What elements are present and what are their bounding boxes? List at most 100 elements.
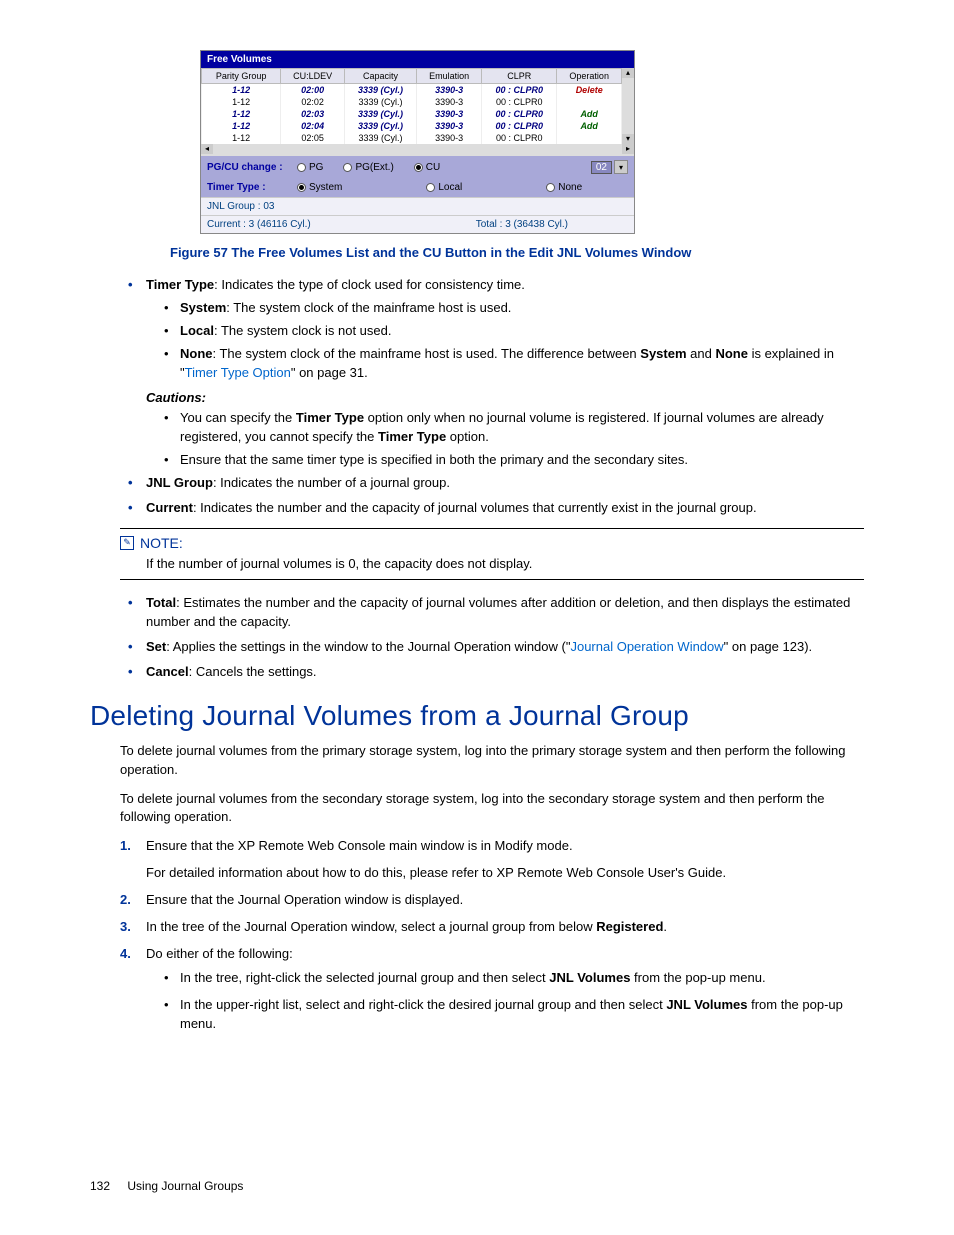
item-jnl-group: JNL Group: Indicates the number of a jou… [128, 474, 864, 493]
item-set: Set: Applies the settings in the window … [128, 638, 864, 657]
radio-option[interactable]: CU [414, 162, 440, 173]
window-frame: Free Volumes Parity Group CU:LDEV Capaci… [200, 50, 635, 234]
item-current: Current: Indicates the number and the ca… [128, 499, 864, 518]
step-4: Do either of the following: In the tree,… [120, 945, 864, 1034]
para-secondary: To delete journal volumes from the secon… [120, 790, 864, 828]
scroll-left-icon[interactable]: ◂ [201, 144, 213, 154]
figure-free-volumes: Free Volumes Parity Group CU:LDEV Capaci… [200, 50, 864, 234]
text-timer-type: : Indicates the type of clock used for c… [214, 277, 525, 292]
radio-option[interactable]: Local [426, 182, 462, 193]
scroll-right-icon[interactable]: ▸ [622, 144, 634, 154]
radio-icon[interactable] [546, 183, 555, 192]
radio-option[interactable]: None [546, 182, 582, 193]
caut1-c: option. [446, 429, 489, 444]
table-row[interactable]: 1-1202:023339 (Cyl.)3390-300 : CLPR0 [202, 96, 622, 108]
radio-icon[interactable] [297, 163, 306, 172]
text-jnlg: : Indicates the number of a journal grou… [213, 475, 450, 490]
note-text: If the number of journal volumes is 0, t… [146, 555, 864, 574]
steps-list: Ensure that the XP Remote Web Console ma… [120, 837, 864, 1034]
table-row[interactable]: 1-1202:033339 (Cyl.)3390-300 : CLPR0Add [202, 108, 622, 120]
cu-value-box[interactable]: 02 [591, 161, 612, 174]
radio-label: System [309, 182, 342, 193]
label-total: Total [146, 595, 176, 610]
s4b1: In the upper-right list, select and righ… [180, 997, 666, 1012]
text-none-a: : The system clock of the mainframe host… [213, 346, 641, 361]
s4a1: In the tree, right-click the selected jo… [180, 970, 549, 985]
scroll-down-icon[interactable]: ▾ [622, 134, 634, 144]
total-status: Total : 3 (36438 Cyl.) [476, 219, 568, 230]
caut1-tt2: Timer Type [378, 429, 446, 444]
step-2: Ensure that the Journal Operation window… [120, 891, 864, 910]
step-1: Ensure that the XP Remote Web Console ma… [120, 837, 864, 883]
pgcu-row: PG/CU change : PGPG(Ext.)CU 02 ▾ [201, 156, 634, 178]
item-cancel: Cancel: Cancels the settings. [128, 663, 864, 682]
radio-icon[interactable] [297, 183, 306, 192]
label-timer-type: Timer Type [146, 277, 214, 292]
link-timer-type-option[interactable]: Timer Type Option [185, 365, 291, 380]
link-journal-op-window[interactable]: Journal Operation Window [570, 639, 723, 654]
col-culdev: CU:LDEV [281, 69, 345, 84]
jnl-current-list: JNL Group: Indicates the number of a jou… [128, 474, 864, 518]
radio-option[interactable]: PG(Ext.) [343, 162, 393, 173]
table-row[interactable]: 1-1202:003339 (Cyl.)3390-300 : CLPR0Dele… [202, 84, 622, 97]
step4-text: Do either of the following: [146, 946, 293, 961]
step1-text: Ensure that the XP Remote Web Console ma… [146, 838, 573, 853]
caution-2: Ensure that the same timer type is speci… [164, 451, 864, 470]
cu-dropdown-icon[interactable]: ▾ [614, 160, 628, 174]
col-parity: Parity Group [202, 69, 281, 84]
text-set-b: " on page 123). [724, 639, 812, 654]
text-and: and [687, 346, 716, 361]
item-local: Local: The system clock is not used. [164, 322, 864, 341]
radio-label: None [558, 182, 582, 193]
para-primary: To delete journal volumes from the prima… [120, 742, 864, 780]
text-cancel: : Cancels the settings. [189, 664, 317, 679]
s4b-jv: JNL Volumes [666, 997, 747, 1012]
item-none: None: The system clock of the mainframe … [164, 345, 864, 383]
radio-label: Local [438, 182, 462, 193]
radio-option[interactable]: PG [297, 162, 323, 173]
label-current: Current [146, 500, 193, 515]
note-box: ✎ NOTE: If the number of journal volumes… [120, 528, 864, 581]
step-3: In the tree of the Journal Operation win… [120, 918, 864, 937]
item-timer-type: Timer Type: Indicates the type of clock … [128, 276, 864, 382]
cautions-list: You can specify the Timer Type option on… [164, 409, 864, 470]
chapter-name: Using Journal Groups [127, 1179, 243, 1193]
free-volumes-table: Parity Group CU:LDEV Capacity Emulation … [201, 68, 622, 144]
radio-icon[interactable] [343, 163, 352, 172]
step3b: . [663, 919, 667, 934]
note-label: NOTE: [140, 535, 183, 551]
note-heading: ✎ NOTE: [120, 535, 864, 551]
label-jnlg: JNL Group [146, 475, 213, 490]
label-none: None [180, 346, 213, 361]
radio-label: PG [309, 162, 323, 173]
label-set: Set [146, 639, 166, 654]
label-none-2: None [715, 346, 748, 361]
text-total: : Estimates the number and the capacity … [146, 595, 850, 629]
total-set-cancel-list: Total: Estimates the number and the capa… [128, 594, 864, 681]
radio-option[interactable]: System [297, 182, 342, 193]
timer-label: Timer Type : [207, 182, 297, 193]
timer-type-list: Timer Type: Indicates the type of clock … [128, 276, 864, 382]
table-row[interactable]: 1-1202:043339 (Cyl.)3390-300 : CLPR0Add [202, 120, 622, 132]
step3a: In the tree of the Journal Operation win… [146, 919, 596, 934]
col-clpr: CLPR [482, 69, 557, 84]
table-row[interactable]: 1-1202:053339 (Cyl.)3390-300 : CLPR0 [202, 132, 622, 144]
h-scrollbar[interactable]: ◂ ▸ [201, 144, 634, 156]
note-icon: ✎ [120, 536, 134, 550]
figure-caption: Figure 57 The Free Volumes List and the … [170, 244, 864, 262]
col-emulation: Emulation [416, 69, 481, 84]
radio-icon[interactable] [414, 163, 423, 172]
text-none-c: " on page 31. [291, 365, 368, 380]
radio-icon[interactable] [426, 183, 435, 192]
radio-label: CU [426, 162, 440, 173]
text-set-a: : Applies the settings in the window to … [166, 639, 570, 654]
col-operation: Operation [557, 69, 622, 84]
text-local: : The system clock is not used. [214, 323, 392, 338]
label-system: System [180, 300, 226, 315]
text-system: : The system clock of the mainframe host… [226, 300, 511, 315]
caution-1: You can specify the Timer Type option on… [164, 409, 864, 447]
jnl-group-status: JNL Group : 03 [201, 198, 634, 215]
scroll-up-icon[interactable]: ▴ [622, 68, 634, 78]
item-total: Total: Estimates the number and the capa… [128, 594, 864, 632]
page-number: 132 [90, 1179, 110, 1193]
